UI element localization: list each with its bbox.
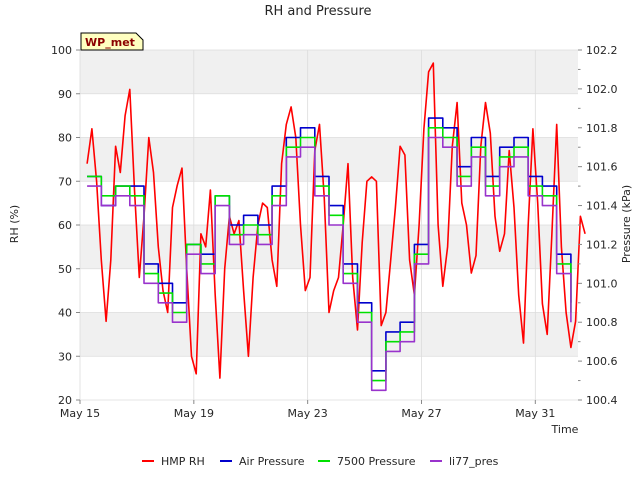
right-tick-label: 101.4 <box>586 200 618 213</box>
x-tick-label: May 27 <box>401 407 441 420</box>
right-tick-label: 101.0 <box>586 277 618 290</box>
chart-title: RH and Pressure <box>264 4 371 19</box>
plot-band <box>80 137 578 182</box>
left-tick-label: 100 <box>51 44 72 57</box>
series-line-hmp-rh <box>86 62 586 379</box>
right-tick-label: 102.2 <box>586 44 618 57</box>
series-line-air-pressure <box>87 117 572 372</box>
left-tick-label: 30 <box>58 350 72 363</box>
x-axis-ticks: May 15 May 19 May 23 May 27 May 31 <box>60 400 555 420</box>
right-tick-label: 101.2 <box>586 238 618 251</box>
right-tick-label: 100.6 <box>586 355 618 368</box>
series-line-li77-pres <box>87 136 572 392</box>
series-lines <box>86 62 586 392</box>
plot-band <box>80 225 578 269</box>
right-tick-label: 100.4 <box>586 394 618 407</box>
left-tick-label: 20 <box>58 394 72 407</box>
right-tick-label: 102.0 <box>586 83 618 96</box>
left-tick-label: 40 <box>58 307 72 320</box>
x-tick-label: May 19 <box>174 407 214 420</box>
left-axis-title: RH (%) <box>8 205 21 243</box>
x-tick-label: May 23 <box>288 407 328 420</box>
left-tick-label: 90 <box>58 88 72 101</box>
plot-band <box>80 93 578 138</box>
station-badge: WP_met <box>80 32 144 51</box>
station-badge-label: WP_met <box>85 36 135 49</box>
left-tick-label: 50 <box>58 263 72 276</box>
right-tick-label: 100.8 <box>586 316 618 329</box>
right-tick-label: 101.8 <box>586 122 618 135</box>
legend: HMP RH Air Pressure 7500 Pressure li77_pres <box>142 455 499 468</box>
left-axis-ticks: 20 30 40 50 60 70 80 90 100 <box>51 44 80 407</box>
left-tick-label: 70 <box>58 175 72 188</box>
station-badge-box <box>80 32 144 51</box>
right-axis-ticks: 100.4 100.6 100.8 101.0 101.2 101.4 101.6 101.8… <box>578 44 618 407</box>
plot-band <box>80 50 578 94</box>
left-tick-label: 80 <box>58 132 72 145</box>
legend-label-air-pressure: Air Pressure <box>239 455 305 468</box>
plot-band <box>80 356 578 400</box>
legend-label-li77-pres: li77_pres <box>449 455 499 468</box>
plot-band <box>80 312 578 357</box>
legend-label-hmp-rh: HMP RH <box>161 455 205 468</box>
x-axis-title: Time <box>551 423 579 436</box>
right-axis-title: Pressure (kPa) <box>620 185 633 263</box>
x-tick-label: May 31 <box>515 407 555 420</box>
right-tick-label: 101.6 <box>586 161 618 174</box>
legend-label-7500-pressure: 7500 Pressure <box>337 455 416 468</box>
x-tick-label: May 15 <box>60 407 100 420</box>
left-tick-label: 60 <box>58 219 72 232</box>
